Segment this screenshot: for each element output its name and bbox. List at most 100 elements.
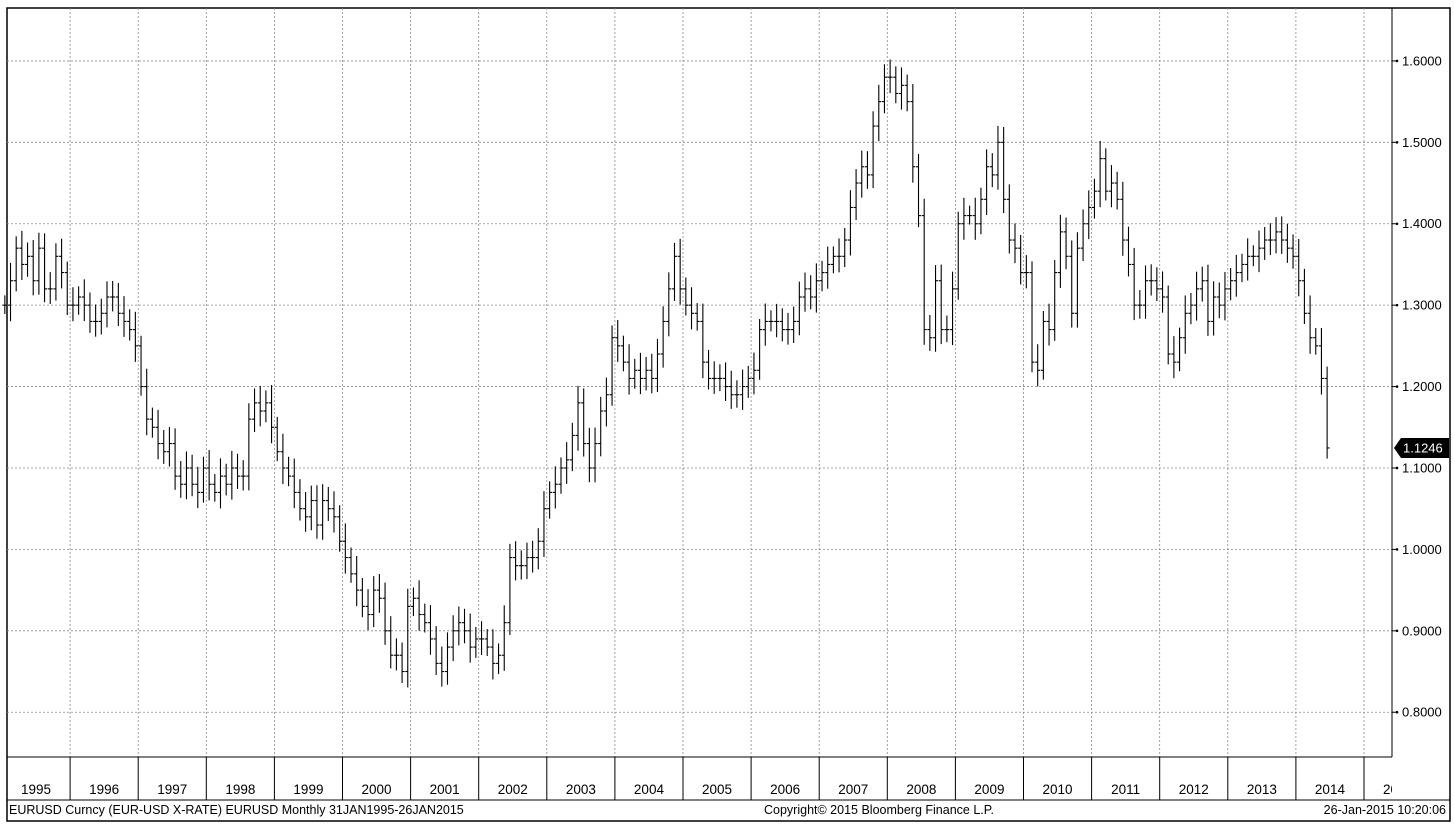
ohlc-bar [337,505,343,552]
ohlc-bar [1074,232,1080,328]
ohlc-bar [490,629,496,680]
last-value-label: 1.1246 [1403,440,1443,455]
ohlc-bar [393,638,399,671]
x-tick-label: 2004 [634,782,665,797]
ohlc-bar [189,454,195,497]
ohlc-bar [1040,311,1046,380]
ohlc-bar [547,481,553,519]
ohlc-bar [1006,184,1012,254]
ohlc-bar [1222,271,1228,321]
x-tick-label: 2005 [702,782,732,797]
ohlc-bar [677,238,683,305]
ohlc-bar [1279,216,1285,254]
ohlc-bar [263,390,269,423]
ohlc-bar [881,64,887,114]
ohlc-bar [654,338,660,393]
ohlc-bar [274,416,280,462]
x-tick-label: 1997 [157,782,187,797]
ohlc-bar [1313,327,1319,355]
ohlc-bar [257,385,263,427]
ohlc-bar [569,422,575,472]
ohlc-bar [269,385,275,444]
ohlc-bar [802,272,808,312]
ohlc-bar [626,344,632,395]
y-tick-label: 1.3000 [1402,298,1442,313]
ohlc-bar [1250,245,1256,267]
y-tick-label: 0.8000 [1402,705,1442,720]
ohlc-bar [711,361,717,394]
ohlc-bar [450,615,456,662]
ohlc-bar [1194,271,1200,321]
ohlc-bar [98,298,104,335]
ohlc-bar [1239,253,1245,283]
ohlc-bar [456,606,462,646]
ohlc-bar [1245,238,1251,281]
ohlc-bar [484,629,490,656]
ohlc-bar [1211,281,1217,336]
x-tick-label: 2000 [362,782,392,797]
ohlc-bar [1001,127,1007,214]
ohlc-bar [836,238,842,273]
ohlc-bar [671,242,677,301]
ohlc-bar [944,315,950,343]
ohlc-bar [405,588,411,688]
ohlc-bar [1267,223,1273,256]
ohlc-bar [927,314,933,351]
ohlc-bar [297,479,303,521]
ohlc-bar [1057,214,1063,288]
x-tick-label: 2003 [566,782,596,797]
ohlc-bar [1228,268,1234,301]
ohlc-bar [467,613,473,663]
ohlc-bar [632,358,638,389]
ohlc-bar [785,312,791,345]
y-tick-label: 1.5000 [1402,135,1442,150]
price-series [2,59,1330,688]
ohlc-bar [643,356,649,391]
ohlc-bar [728,370,734,409]
x-tick-label: 2010 [1043,782,1073,797]
ohlc-bar [762,303,768,346]
ohlc-bar [235,453,241,489]
ohlc-bar [399,642,405,684]
ohlc-bar [1143,265,1149,319]
ohlc-bar [382,582,388,645]
ohlc-bar [717,364,723,392]
ohlc-bar [513,541,519,581]
ohlc-bar [229,450,235,500]
y-tick-label: 0.9000 [1402,623,1442,638]
ohlc-bar [910,83,916,183]
y-tick-dot [1395,710,1399,714]
ohlc-bar [1273,217,1279,254]
y-tick-dot [1395,141,1399,144]
ohlc-bar [8,262,14,322]
ohlc-bar [342,523,348,574]
ohlc-bar [439,646,445,687]
ohlc-bar [1097,140,1103,208]
ohlc-bar [967,205,973,225]
x-tick-label: 2011 [1111,782,1140,797]
ohlc-bar [70,287,76,322]
ohlc-bar [81,279,87,322]
x-axis: 1995 1996 1997 1998 1999 2000 2001 2002 2003 2004… [21,757,1413,800]
ohlc-bar [757,319,763,380]
ohlc-bar [1318,328,1324,395]
ohlc-bar [1233,254,1239,297]
ohlc-bar [774,303,780,338]
y-axis: 0.8000 0.9000 1.0000 1.1000 1.2000 1.3000 1.40… [1392,53,1442,720]
x-tick-label: 2012 [1179,782,1209,797]
ohlc-bar [365,589,371,631]
ohlc-bar [734,380,740,408]
y-tick-label: 1.4000 [1402,216,1442,231]
ohlc-bar [649,353,655,394]
ohlc-bar [183,451,189,500]
y-tick-dot [1395,303,1399,307]
ohlc-bar [217,458,223,509]
ohlc-bar [751,352,757,395]
ohlc-bar [603,377,609,427]
ohlc-bar [76,286,82,315]
ohlc-bar [637,352,643,395]
ohlc-bar [433,626,439,675]
x-tick-label: 2015 [1383,782,1413,797]
ohlc-bar [291,458,297,509]
ohlc-bar [984,149,990,215]
